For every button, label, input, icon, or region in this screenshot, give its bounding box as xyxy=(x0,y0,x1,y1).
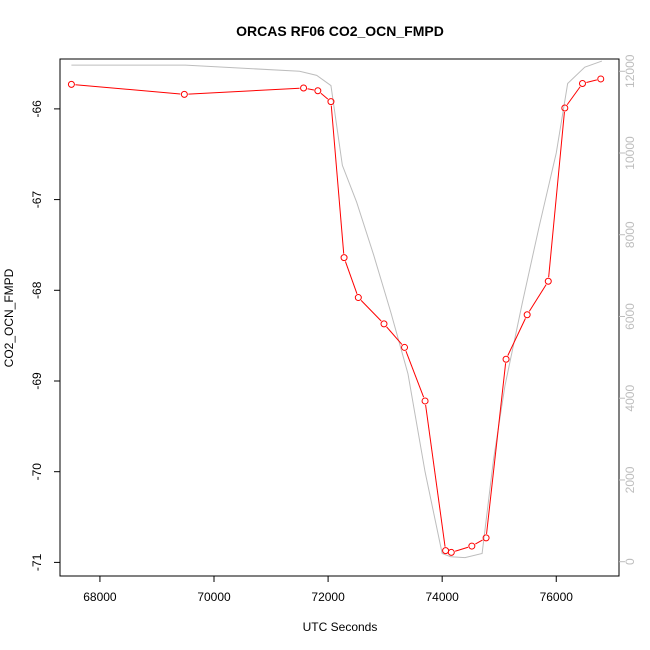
x-tick-label: 76000 xyxy=(540,590,574,604)
plot-frame xyxy=(59,58,620,577)
y-tick-label: -67 xyxy=(30,191,44,209)
chart-title: ORCAS RF06 CO2_OCN_FMPD xyxy=(236,23,444,39)
series-0-segment xyxy=(386,326,403,345)
series-0-segment xyxy=(566,86,581,106)
series-0-segment xyxy=(528,284,547,312)
series-0-point xyxy=(578,79,586,87)
series-0-point xyxy=(327,98,335,106)
series-0-point xyxy=(561,104,569,112)
series-0-segment xyxy=(548,111,565,278)
series-0-segment xyxy=(486,363,507,534)
x-axis: 68000 70000 72000 74000 76000 xyxy=(83,576,573,604)
series-0-point xyxy=(300,84,308,92)
series-0-point xyxy=(314,87,322,95)
series-0-segment xyxy=(344,261,358,294)
series-0-segment xyxy=(320,92,329,100)
x-tick-label: 68000 xyxy=(83,590,117,604)
x-tick-label: 72000 xyxy=(311,590,345,604)
series-0-point xyxy=(340,254,348,262)
y-axis: -71 -70 -69 -68 -67 -66 xyxy=(30,100,60,571)
series-0-segment xyxy=(307,88,314,91)
y-tick-label: -71 xyxy=(30,553,44,571)
series-0-point xyxy=(354,294,362,302)
series-0-segment xyxy=(360,300,382,322)
series-0-segment xyxy=(586,79,597,84)
series-0-point xyxy=(544,277,552,285)
y2-tick-label: 12000 xyxy=(623,54,637,88)
y-axis-label: CO2_OCN_FMPD xyxy=(2,268,16,367)
series-0-point xyxy=(447,548,455,556)
series-0-point xyxy=(523,311,531,319)
y2-axis: 0 2000 4000 6000 8000 10000 12000 xyxy=(619,54,637,565)
series-0-point xyxy=(401,343,409,351)
y2-tick-label: 4000 xyxy=(623,385,637,412)
y-tick-label: -70 xyxy=(30,463,44,481)
y-tick-label: -69 xyxy=(30,372,44,390)
series-0-segment xyxy=(405,350,425,398)
series-0-point xyxy=(468,542,476,550)
series-0-point xyxy=(180,90,188,98)
series-0-point xyxy=(380,320,388,328)
y-tick-label: -66 xyxy=(30,100,44,118)
series-0-segment xyxy=(330,105,345,254)
x-axis-label: UTC Seconds xyxy=(303,620,378,634)
series-0-segment xyxy=(475,539,483,545)
y2-tick-label: 0 xyxy=(623,558,637,565)
series-0-point xyxy=(67,80,75,88)
y2-tick-label: 8000 xyxy=(623,221,637,248)
series-0-point xyxy=(482,534,490,542)
x-tick-label: 70000 xyxy=(197,590,231,604)
series-0-point xyxy=(502,355,510,363)
y-tick-label: -68 xyxy=(30,281,44,299)
series-0-point xyxy=(442,547,450,555)
y2-tick-label: 6000 xyxy=(623,303,637,330)
y2-tick-label: 10000 xyxy=(623,136,637,170)
series-0-segment xyxy=(507,318,526,356)
gray-series-layer xyxy=(71,60,603,559)
series-0-segment xyxy=(75,84,181,95)
red-series-layer xyxy=(67,75,605,556)
y2-tick-label: 2000 xyxy=(623,466,637,493)
series-0-point xyxy=(421,397,429,405)
series-0-point xyxy=(597,75,605,83)
series-1-line xyxy=(71,60,603,559)
series-0-segment xyxy=(188,87,300,95)
series-0-segment xyxy=(454,546,469,552)
series-0-segment xyxy=(425,404,446,547)
x-tick-label: 74000 xyxy=(425,590,459,604)
